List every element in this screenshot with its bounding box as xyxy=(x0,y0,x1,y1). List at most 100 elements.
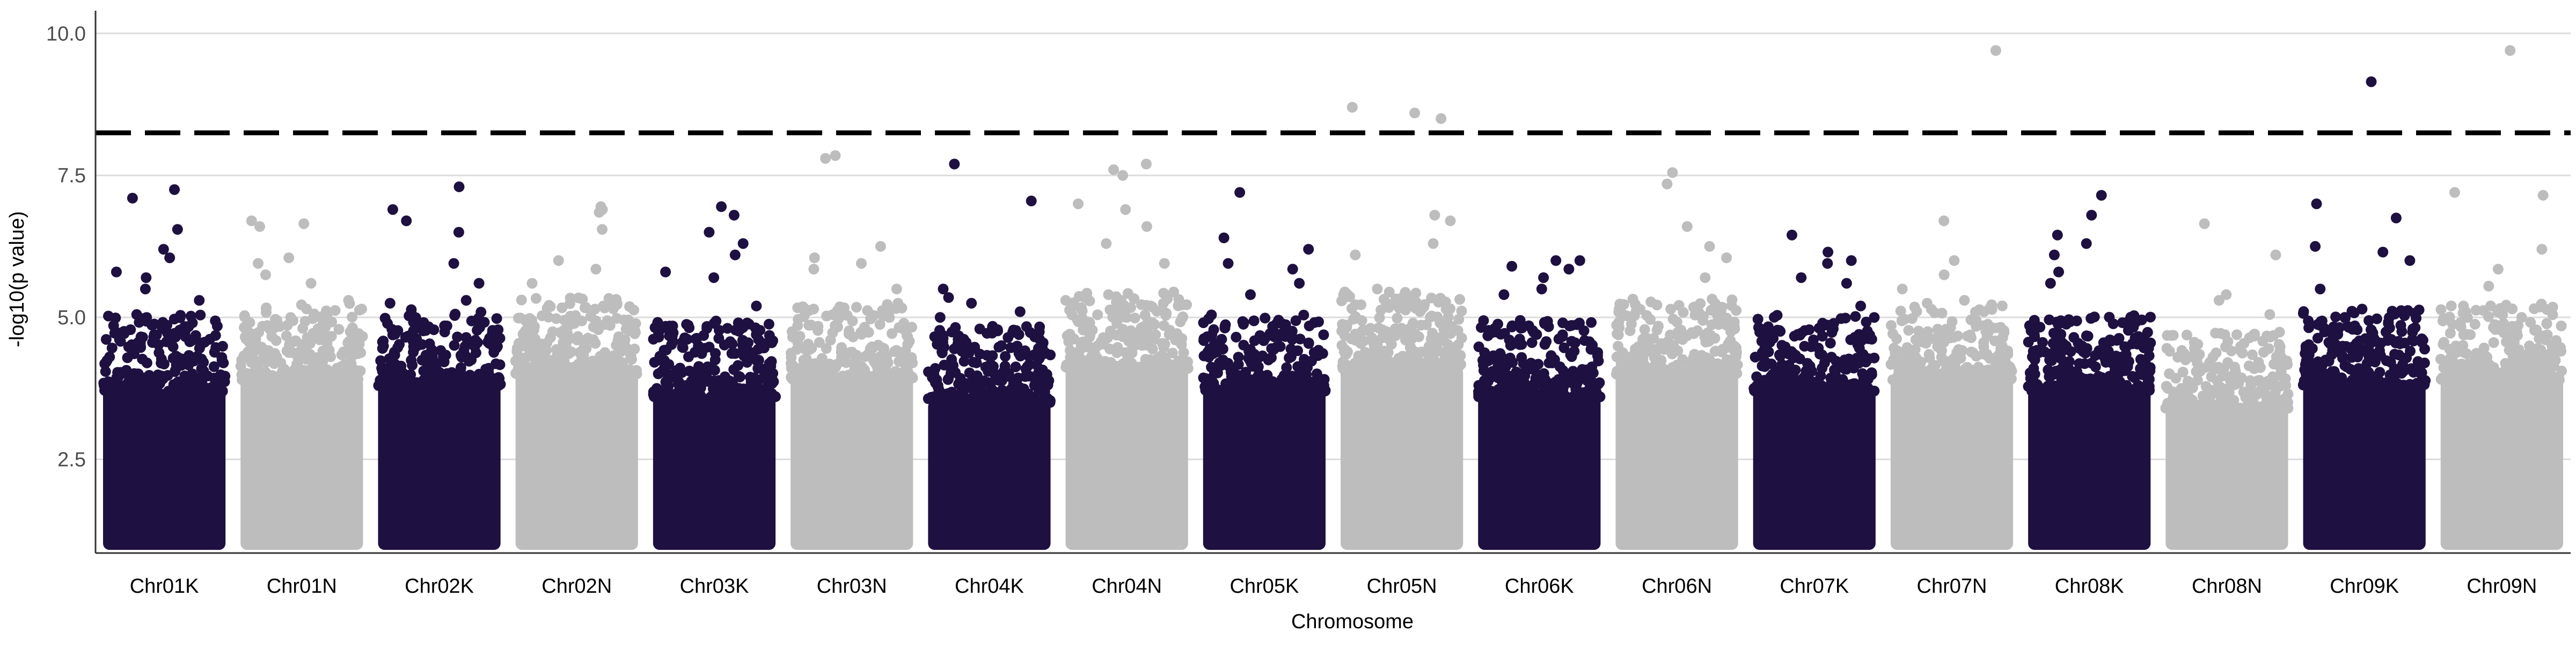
point xyxy=(1209,368,1220,379)
point xyxy=(118,386,129,397)
point xyxy=(1320,386,1331,397)
peak-point xyxy=(728,209,740,221)
point xyxy=(2002,345,2014,357)
point xyxy=(2307,343,2318,354)
point xyxy=(1999,325,2010,337)
point xyxy=(2371,313,2382,324)
point xyxy=(248,374,259,385)
point xyxy=(1318,329,1329,340)
point xyxy=(824,358,835,369)
point xyxy=(700,372,711,382)
point xyxy=(1762,321,1774,332)
point xyxy=(2315,316,2326,327)
point xyxy=(1771,367,1782,379)
point xyxy=(1396,323,1407,334)
point xyxy=(1385,357,1396,368)
point xyxy=(1036,373,1048,384)
peak-point xyxy=(2053,266,2064,278)
peak-point xyxy=(875,241,886,252)
x-tick-label: Chr01K xyxy=(130,575,199,598)
point xyxy=(2334,346,2345,357)
point xyxy=(955,373,966,384)
point xyxy=(1281,362,1292,373)
point xyxy=(2268,359,2280,370)
point xyxy=(1357,324,1368,336)
point xyxy=(821,310,832,322)
point xyxy=(727,379,738,390)
point xyxy=(1680,366,1692,377)
point xyxy=(1527,325,1538,336)
point xyxy=(1092,309,1103,321)
point xyxy=(1909,301,1920,312)
point xyxy=(1384,286,1395,297)
point xyxy=(1641,332,1652,344)
x-tick-label: Chr07K xyxy=(1780,575,1849,598)
point xyxy=(1613,340,1623,352)
peak-point xyxy=(1346,101,1358,113)
point xyxy=(1867,386,1878,397)
point xyxy=(559,315,570,326)
point xyxy=(1410,287,1422,299)
point xyxy=(2342,379,2353,390)
point xyxy=(1486,327,1497,338)
point xyxy=(125,324,136,335)
point xyxy=(2500,358,2511,369)
point xyxy=(2366,378,2377,389)
peak-point xyxy=(751,300,762,311)
x-tick-label: Chr01N xyxy=(267,575,337,598)
point xyxy=(210,315,221,326)
point xyxy=(491,313,502,324)
peak-point xyxy=(1101,238,1112,249)
peak-point xyxy=(448,258,459,269)
point xyxy=(2192,375,2203,386)
x-tick-label: Chr08K xyxy=(2055,575,2124,598)
point xyxy=(766,337,778,348)
point xyxy=(1290,315,1301,326)
point xyxy=(1522,363,1533,374)
peak-point xyxy=(2048,249,2060,260)
point xyxy=(958,355,970,367)
peak-point xyxy=(1823,246,1834,258)
point xyxy=(2085,313,2097,324)
point xyxy=(1287,373,1298,384)
point xyxy=(1340,348,1351,359)
point xyxy=(2057,345,2068,356)
point xyxy=(2556,321,2567,331)
point xyxy=(1237,316,1248,327)
point xyxy=(299,343,310,354)
point xyxy=(551,313,562,324)
point xyxy=(971,370,983,381)
point xyxy=(1948,353,1959,365)
point xyxy=(1298,309,1309,321)
point xyxy=(1147,344,1158,355)
point xyxy=(1034,321,1045,332)
point xyxy=(573,292,584,303)
peak-point xyxy=(1350,249,1361,260)
point xyxy=(420,325,431,336)
point xyxy=(324,345,335,356)
peak-point xyxy=(1897,283,1908,295)
point xyxy=(1697,311,1709,322)
point xyxy=(1012,373,1023,384)
peak-point xyxy=(1303,244,1314,255)
point xyxy=(347,322,358,333)
point xyxy=(1092,340,1103,352)
point xyxy=(1408,317,1418,329)
point xyxy=(1817,317,1828,329)
point xyxy=(494,359,506,370)
point xyxy=(1015,395,1027,406)
point xyxy=(2260,398,2272,409)
point xyxy=(2181,391,2192,402)
point xyxy=(1140,332,1151,343)
series-Chr06N xyxy=(1611,167,1743,550)
point xyxy=(1724,337,1735,348)
point xyxy=(106,343,118,354)
point xyxy=(521,316,532,327)
point xyxy=(1162,293,1173,304)
point xyxy=(2274,326,2285,338)
series-Chr09K xyxy=(2297,76,2431,550)
peak-point xyxy=(172,224,183,235)
peak-point xyxy=(158,244,169,255)
point xyxy=(149,329,160,340)
point xyxy=(250,333,261,345)
